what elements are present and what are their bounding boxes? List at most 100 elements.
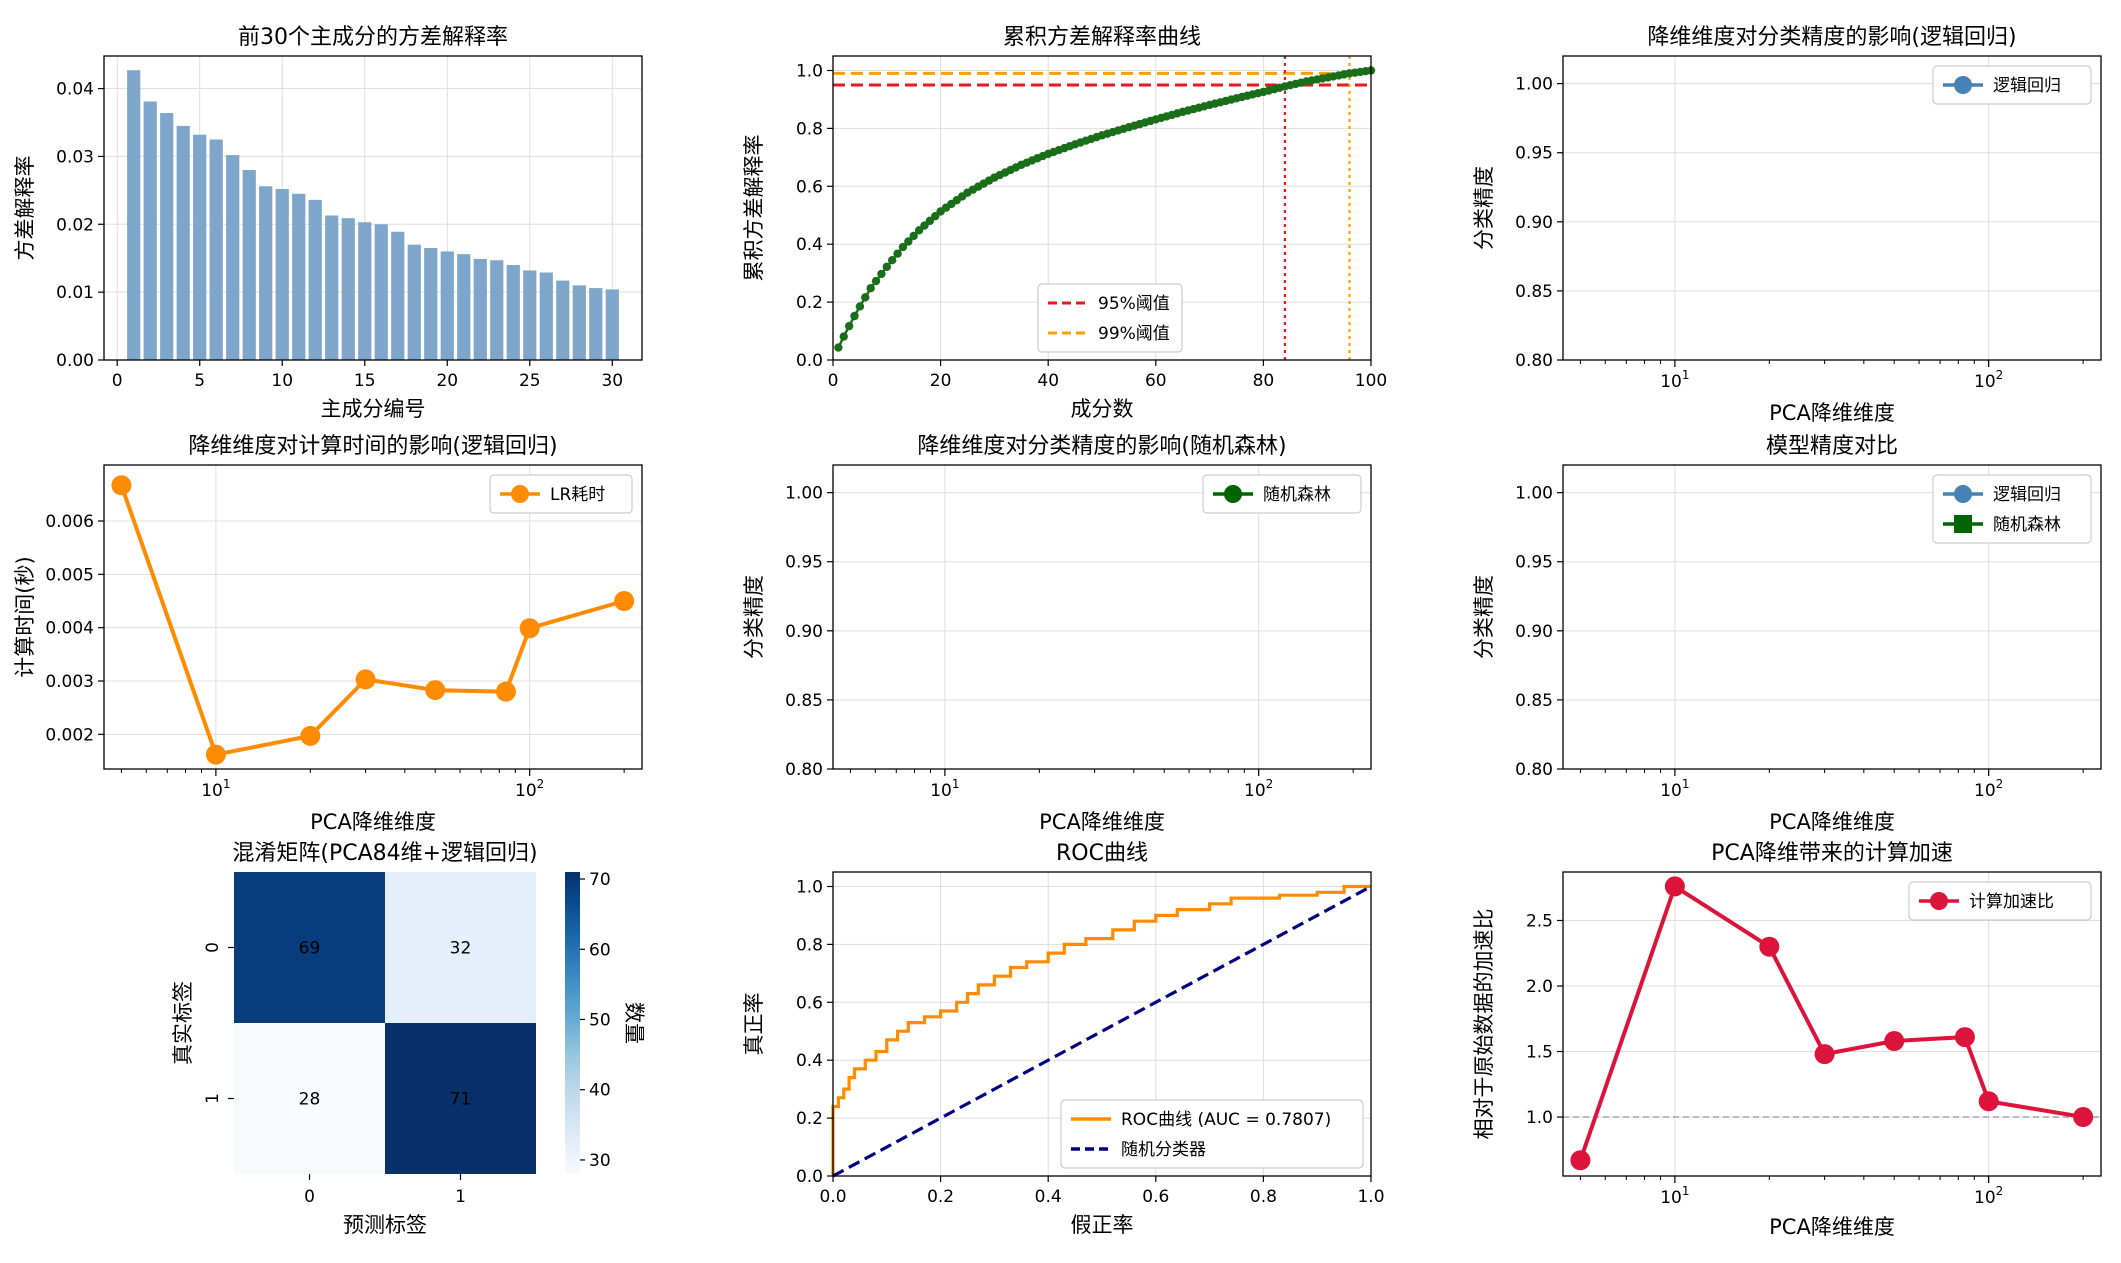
x-tick-label: 20 xyxy=(436,371,458,391)
chart-title: 降维维度对分类精度的影响(逻辑回归) xyxy=(1647,25,2016,50)
y-tick-label: 0.2 xyxy=(796,1109,823,1129)
speedup-point xyxy=(1978,1091,1999,1112)
colorbar-tick-label: 40 xyxy=(589,1081,611,1101)
legend-label: 随机森林 xyxy=(1263,485,1331,505)
chart-accuracy-lr: 0.80 0.85 0.90 0.95 1.00 101 102 降维维度对分类精度的影响(逻… xyxy=(1472,25,2102,425)
x-tick-label: 0 xyxy=(112,371,123,391)
speedup-point xyxy=(1954,1027,1975,1048)
x-tick-label: 15 xyxy=(354,371,376,391)
y-tick-label: 0.6 xyxy=(796,177,823,197)
y-tick-label: 0.95 xyxy=(1515,144,1553,164)
bar xyxy=(589,288,603,360)
y-tick-label: 0 xyxy=(203,942,223,953)
y-tick-label: 0.80 xyxy=(785,760,823,780)
y-axis-label: 真正率 xyxy=(742,993,766,1056)
time-point xyxy=(425,680,446,701)
speedup-line xyxy=(1578,883,2084,1161)
legend-box xyxy=(1037,283,1183,353)
y-tick-label: 0.95 xyxy=(1515,553,1553,573)
x-tick-label: 0.4 xyxy=(1035,1187,1062,1207)
y-tick-label: 0.90 xyxy=(1515,622,1553,642)
y-tick-label: 2.0 xyxy=(1526,977,1553,997)
bar xyxy=(176,125,190,361)
x-tick-exponent: 2 xyxy=(1996,777,2004,791)
speedup-point xyxy=(1814,1044,1835,1065)
axes-frame xyxy=(103,55,643,361)
legend-label: LR耗时 xyxy=(550,485,605,505)
time-point xyxy=(355,669,376,690)
x-tick-label: 101 xyxy=(930,777,959,801)
bar xyxy=(556,280,570,360)
legend-box xyxy=(1932,65,2092,105)
chart-title: ROC曲线 xyxy=(1056,841,1148,866)
y-tick-label: 1.00 xyxy=(785,484,823,504)
legend-marker xyxy=(511,485,529,503)
bar xyxy=(424,248,438,360)
legend-marker xyxy=(1954,485,1972,503)
cumulative-line xyxy=(837,69,1372,349)
x-tick-label: 102 xyxy=(1244,777,1273,801)
time-point xyxy=(205,744,226,765)
bar xyxy=(473,258,487,360)
legend-box xyxy=(1908,881,2092,921)
x-tick-label: 0 xyxy=(828,371,839,391)
chart-title: 前30个主成分的方差解释率 xyxy=(238,25,508,50)
x-tick-exponent: 1 xyxy=(1682,1184,1690,1198)
bar xyxy=(226,155,240,360)
x-tick-exponent: 1 xyxy=(1682,777,1690,791)
y-axis-label: 方差解释率 xyxy=(13,156,37,261)
cell-value: 28 xyxy=(299,1090,321,1110)
chart-accuracy-rf: 0.80 0.85 0.90 0.95 1.00 101 102 降维维度对分类精度的影响(随… xyxy=(742,434,1372,834)
x-tick-exponent: 2 xyxy=(537,777,545,791)
x-tick-label: 1.0 xyxy=(1357,1187,1384,1207)
x-tick-exponent: 2 xyxy=(1996,368,2004,382)
y-tick-label: 0.80 xyxy=(1515,351,1553,371)
bar xyxy=(308,199,322,360)
x-tick-label: 0.2 xyxy=(927,1187,954,1207)
cell-value: 71 xyxy=(450,1090,472,1110)
axes-frame xyxy=(1562,871,2102,1177)
bar xyxy=(391,231,405,360)
chart-roc: 0.0 0.2 0.4 0.6 0.8 1.0 0.0 0.2 0.4 0.6 0.8 1.0 ROC曲… xyxy=(742,841,1385,1237)
y-tick-label: 1.0 xyxy=(796,877,823,897)
bar xyxy=(457,254,471,360)
x-tick-label: 100 xyxy=(1355,371,1387,391)
speedup-point xyxy=(2073,1107,2094,1128)
x-tick-label: 80 xyxy=(1253,371,1275,391)
grid-lines xyxy=(833,465,1371,770)
x-axis-label: 预测标签 xyxy=(343,1213,427,1237)
bar xyxy=(523,270,537,360)
roc-curve xyxy=(831,884,1371,1176)
colorbar-label: 数量 xyxy=(622,1002,646,1044)
y-tick-label: 1 xyxy=(203,1093,223,1104)
bar xyxy=(572,285,586,360)
bar xyxy=(506,265,520,360)
bar xyxy=(358,222,372,360)
y-tick-label: 0.8 xyxy=(796,119,823,139)
bar xyxy=(275,189,289,360)
colorbar-tick-label: 50 xyxy=(589,1010,611,1030)
axes-frame xyxy=(832,464,1372,770)
chart-title: PCA降维带来的计算加速 xyxy=(1711,841,1953,866)
axes-frame xyxy=(832,871,1372,1177)
x-tick-label: 40 xyxy=(1037,371,1059,391)
x-tick-label: 0.0 xyxy=(819,1187,846,1207)
colorbar-tick-label: 60 xyxy=(589,940,611,960)
y-tick-label: 2.5 xyxy=(1526,911,1553,931)
random-classifier-line xyxy=(832,885,1372,1178)
y-tick-label: 0.002 xyxy=(45,725,94,745)
x-tick-label: 102 xyxy=(1974,1184,2003,1208)
axes-frame xyxy=(103,464,643,770)
legend-marker xyxy=(1954,76,1972,94)
speedup-point xyxy=(1570,1150,1591,1171)
bar xyxy=(127,70,141,360)
y-axis-label: 累积方差解释率 xyxy=(742,135,766,282)
legend-label: 计算加速比 xyxy=(1969,892,2054,912)
bar xyxy=(193,134,207,360)
y-axis-label: 分类精度 xyxy=(1472,166,1496,250)
legend-label: 95%阈值 xyxy=(1098,294,1170,314)
time-point xyxy=(111,475,132,496)
y-axis-label: 分类精度 xyxy=(742,575,766,659)
x-tick-label: 101 xyxy=(201,777,230,801)
heatmap-cell xyxy=(385,1023,536,1174)
